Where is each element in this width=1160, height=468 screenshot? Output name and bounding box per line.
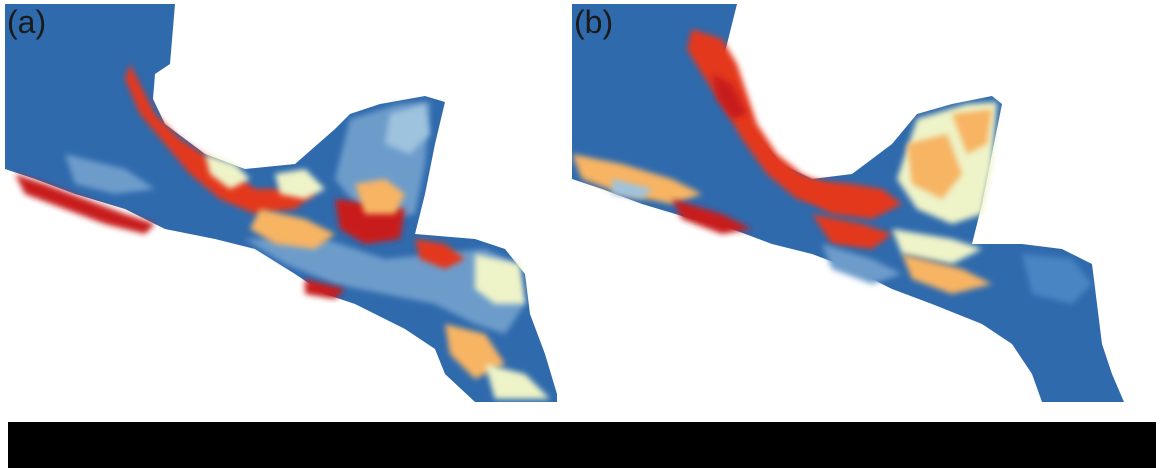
heatmap-a xyxy=(5,4,557,402)
heatmap-b xyxy=(572,4,1124,402)
panel-label-a: (a) xyxy=(7,4,47,40)
map-panel-a: (a) xyxy=(5,4,557,402)
panel-label-b: (b) xyxy=(574,4,614,40)
map-panel-b: (b) xyxy=(572,4,1124,402)
bottom-bar xyxy=(8,422,1156,468)
